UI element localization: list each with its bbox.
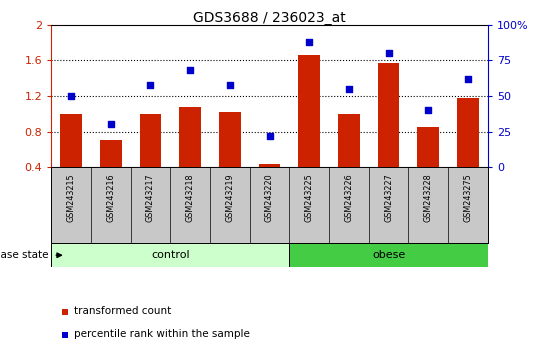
Point xyxy=(186,68,195,73)
Text: obese: obese xyxy=(372,250,405,260)
Text: GSM243217: GSM243217 xyxy=(146,173,155,222)
Text: control: control xyxy=(151,250,190,260)
Text: transformed count: transformed count xyxy=(74,306,171,316)
Bar xyxy=(219,112,241,167)
Bar xyxy=(417,127,439,167)
Bar xyxy=(62,332,68,338)
Point xyxy=(344,86,353,92)
Text: GSM243219: GSM243219 xyxy=(225,173,234,222)
Point xyxy=(67,93,75,99)
Bar xyxy=(338,114,360,167)
Text: GSM243225: GSM243225 xyxy=(305,173,314,222)
Bar xyxy=(62,309,68,315)
Text: GSM243220: GSM243220 xyxy=(265,173,274,222)
Text: GSM243216: GSM243216 xyxy=(106,173,115,222)
Bar xyxy=(100,141,122,167)
Text: GSM243218: GSM243218 xyxy=(185,173,195,222)
Text: disease state: disease state xyxy=(0,250,49,260)
Point xyxy=(225,82,234,87)
Text: percentile rank within the sample: percentile rank within the sample xyxy=(74,329,250,339)
Bar xyxy=(259,164,280,167)
Point xyxy=(106,121,115,127)
Bar xyxy=(179,107,201,167)
Bar xyxy=(378,63,399,167)
Bar xyxy=(289,243,488,267)
Bar xyxy=(298,55,320,167)
Bar xyxy=(51,243,289,267)
Point xyxy=(305,39,314,45)
Text: GSM243275: GSM243275 xyxy=(464,173,473,222)
Bar xyxy=(60,114,82,167)
Point xyxy=(384,50,393,56)
Bar xyxy=(140,114,161,167)
Point xyxy=(464,76,472,82)
Bar xyxy=(457,98,479,167)
Text: GDS3688 / 236023_at: GDS3688 / 236023_at xyxy=(193,11,346,25)
Text: GSM243215: GSM243215 xyxy=(66,173,75,222)
Point xyxy=(146,82,155,87)
Point xyxy=(424,107,433,113)
Point xyxy=(265,133,274,139)
Text: GSM243226: GSM243226 xyxy=(344,173,354,222)
Text: GSM243228: GSM243228 xyxy=(424,173,433,222)
Text: GSM243227: GSM243227 xyxy=(384,173,393,222)
